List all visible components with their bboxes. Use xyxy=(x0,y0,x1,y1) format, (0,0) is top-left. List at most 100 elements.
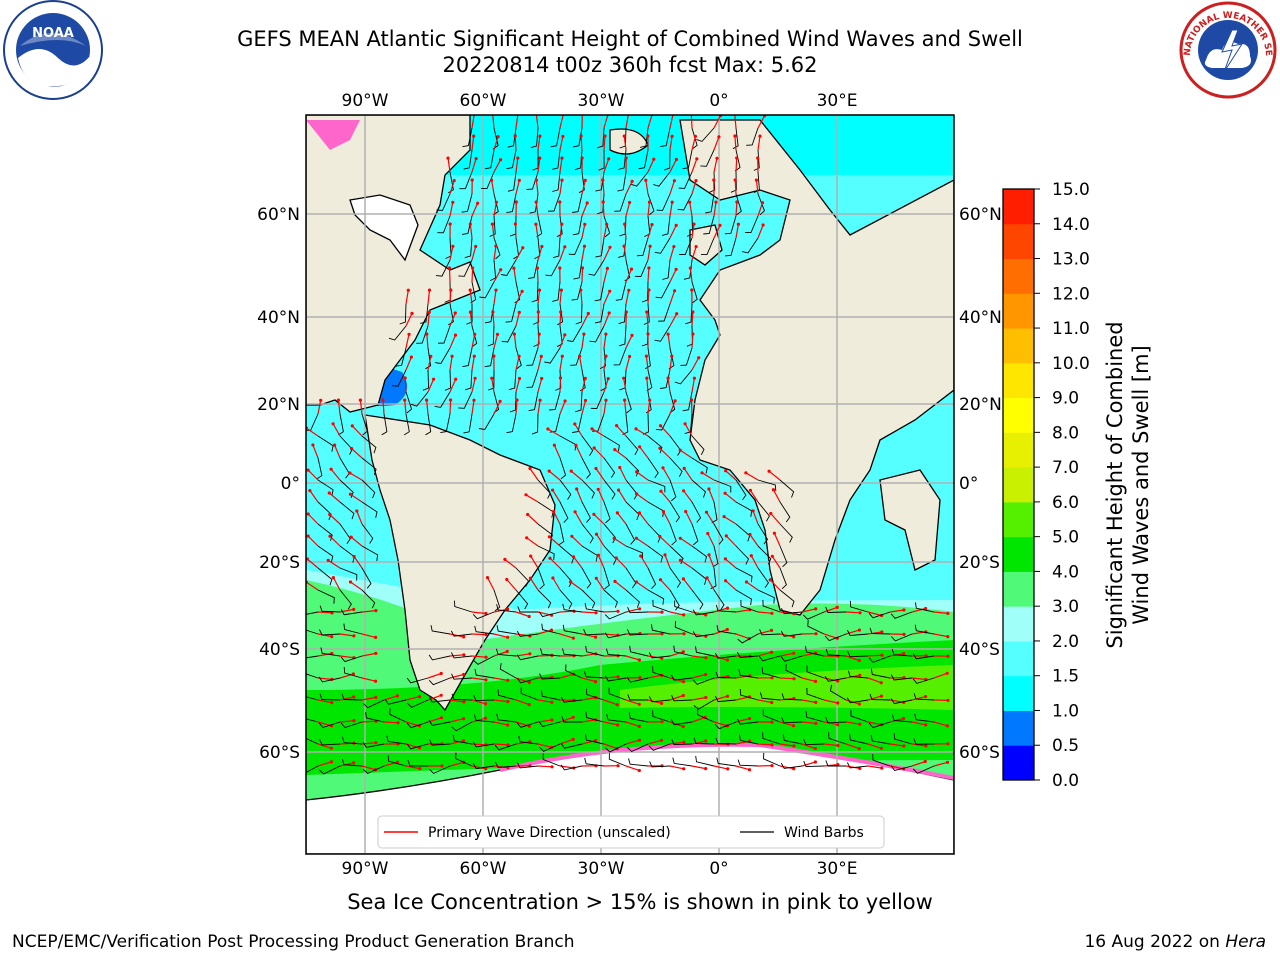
colorbar-segment xyxy=(1003,258,1034,294)
wave-direction-arrow xyxy=(640,555,649,569)
wind-barb xyxy=(678,171,693,189)
wave-direction-arrow xyxy=(595,577,605,591)
wind-barb xyxy=(700,149,715,167)
wave-direction-arrow xyxy=(535,224,539,239)
wave-direction-arrow xyxy=(317,400,322,415)
wave-arrow-head xyxy=(694,179,698,183)
wave-direction-arrow xyxy=(549,557,561,569)
wave-direction-arrow xyxy=(493,650,508,657)
wind-barb xyxy=(484,347,495,368)
wave-arrow-head xyxy=(580,266,585,270)
wind-barb xyxy=(604,675,627,682)
wave-direction-arrow xyxy=(660,579,671,591)
wave-arrow-head xyxy=(660,701,664,706)
wind-barb xyxy=(428,765,451,774)
wind-barb xyxy=(652,599,671,613)
wave-arrow-head xyxy=(605,222,609,226)
wind-barb xyxy=(429,739,451,746)
wave-arrow-head xyxy=(751,509,755,513)
wind-barb xyxy=(738,734,759,745)
lon-tick-bottom: 90°W xyxy=(342,859,389,879)
wave-arrow-head xyxy=(604,332,608,336)
wave-direction-arrow xyxy=(581,180,586,195)
wave-direction-arrow xyxy=(647,202,651,217)
wave-direction-arrow xyxy=(772,489,781,503)
wind-barb xyxy=(579,369,586,392)
wave-arrow-head xyxy=(319,398,323,402)
wave-arrow-head xyxy=(659,738,664,742)
wave-arrow-head xyxy=(772,531,777,535)
wave-arrow-head xyxy=(607,311,611,315)
lat-tick-right: 20°S xyxy=(959,553,1000,573)
wind-barb xyxy=(493,193,499,216)
wave-direction-arrow xyxy=(779,765,794,770)
wave-direction-arrow xyxy=(449,740,464,745)
wind-barb xyxy=(618,303,627,325)
wind-barb xyxy=(448,303,454,326)
wave-arrow-head xyxy=(724,534,728,538)
wave-direction-arrow xyxy=(867,611,882,617)
wind-barb xyxy=(361,457,377,476)
wind-barb xyxy=(715,737,737,745)
wind-barb xyxy=(691,281,698,304)
wave-direction-arrow xyxy=(339,762,354,767)
wind-barb xyxy=(713,479,732,493)
wave-direction-arrow xyxy=(745,472,759,481)
wind-barb xyxy=(669,545,684,565)
wind-barb xyxy=(708,171,716,193)
wave-arrow-head xyxy=(660,610,664,614)
wave-arrow-head xyxy=(520,289,524,293)
wave-arrow-head xyxy=(814,700,818,705)
wave-arrow-head xyxy=(333,443,337,447)
wind-barb xyxy=(463,149,473,170)
colorbar-tick-label: 0.5 xyxy=(1052,736,1079,756)
wave-arrow-head xyxy=(506,635,510,639)
wave-arrow-head xyxy=(924,695,928,699)
wave-arrow-head xyxy=(560,156,564,160)
wave-arrow-head xyxy=(637,702,641,706)
colorbar-tick-label: 12.0 xyxy=(1052,284,1090,304)
wave-direction-arrow xyxy=(493,699,508,703)
wave-direction-arrow xyxy=(404,400,407,415)
wave-arrow-head xyxy=(374,635,378,640)
wind-barb xyxy=(540,690,561,701)
wave-arrow-head xyxy=(635,492,639,496)
wave-arrow-head xyxy=(638,676,642,680)
colorbar-segment xyxy=(1003,710,1034,746)
wind-barb xyxy=(507,171,517,192)
wave-arrow-head xyxy=(517,178,521,182)
wave-arrow-head xyxy=(547,535,552,539)
wave-arrow-head xyxy=(637,738,642,742)
wave-arrow-head xyxy=(726,742,730,746)
wind-barb xyxy=(542,753,561,767)
colorbar-tick-label: 10.0 xyxy=(1052,354,1090,374)
wind-barb xyxy=(480,171,495,190)
wave-arrow-head xyxy=(439,693,443,697)
wind-barb xyxy=(552,237,561,259)
wave-direction-arrow xyxy=(662,511,671,525)
wave-arrow-head xyxy=(924,606,928,611)
wind-barb xyxy=(465,369,473,391)
wave-direction-arrow xyxy=(405,334,410,349)
wave-arrow-head xyxy=(560,178,564,182)
wave-arrow-head xyxy=(924,723,928,727)
colorbar-segment xyxy=(1003,328,1034,364)
wave-direction-arrow xyxy=(529,468,539,481)
wind-barb xyxy=(674,621,693,635)
wave-direction-arrow xyxy=(823,764,838,767)
wind-barb xyxy=(387,755,407,767)
wind-barb xyxy=(761,667,781,679)
wind-barb xyxy=(306,737,319,745)
wave-arrow-head xyxy=(792,744,796,748)
wind-barb xyxy=(779,523,793,543)
wave-arrow-head xyxy=(902,652,906,656)
wind-barb xyxy=(428,696,451,703)
wave-direction-arrow xyxy=(559,716,574,723)
wave-direction-arrow xyxy=(492,311,495,327)
wave-arrow-head xyxy=(328,534,332,538)
wave-arrow-head xyxy=(670,134,674,138)
wind-barb xyxy=(654,325,671,342)
wave-direction-arrow xyxy=(448,267,451,283)
wave-arrow-head xyxy=(607,157,611,161)
wave-direction-arrow xyxy=(769,579,781,591)
